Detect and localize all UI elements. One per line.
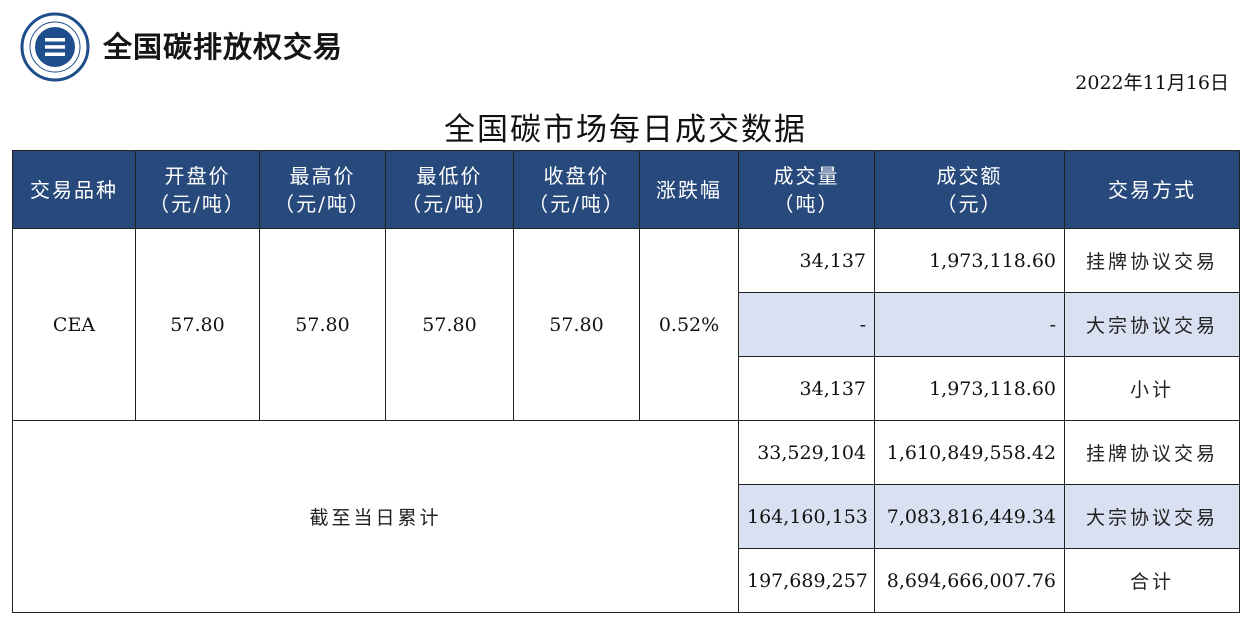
table-row: 34,137 1,973,118.60 小计 bbox=[13, 356, 1240, 421]
col-header-close: 收盘价 （元/吨） bbox=[513, 150, 640, 229]
brand-name: 全国碳排放权交易 bbox=[103, 30, 344, 64]
method-cell: 挂牌协议交易 bbox=[1064, 420, 1240, 485]
volume-cell: 164,160,153 bbox=[738, 484, 875, 549]
col-header-volume: 成交量 （吨） bbox=[738, 150, 875, 229]
page-title: 全国碳市场每日成交数据 bbox=[444, 112, 807, 148]
col-header-method: 交易方式 bbox=[1064, 150, 1240, 229]
method-cell: 挂牌协议交易 bbox=[1064, 228, 1240, 293]
amount-cell: 7,083,816,449.34 bbox=[874, 484, 1065, 549]
cumulative-label: 截至当日累计 bbox=[12, 420, 739, 613]
table-row: CEA 57.80 57.80 57.80 57.80 0.52% 34,137… bbox=[12, 228, 1240, 421]
col-header-amount: 成交额 （元） bbox=[874, 150, 1065, 229]
trading-data-table: 交易品种 开盘价 （元/吨） 最高价 （元/吨） 最低价 （元/吨） 收盘价 （元/吨）… bbox=[12, 150, 1240, 613]
col-header-open: 开盘价 （元/吨） bbox=[135, 150, 260, 229]
col-header-low: 最低价 （元/吨） bbox=[385, 150, 514, 229]
amount-cell: 1,610,849,558.42 bbox=[874, 420, 1065, 485]
table-row: 截至当日累计 33,529,104 1,610,849,558.42 挂牌协议交… bbox=[12, 420, 1240, 613]
report-date: 2022年11月16日 bbox=[1075, 72, 1229, 94]
volume-cell: 33,529,104 bbox=[738, 420, 875, 485]
method-cell: 小计 bbox=[1064, 356, 1240, 421]
volume-cell: 34,137 bbox=[738, 356, 875, 421]
table-header-row: 交易品种 开盘价 （元/吨） 最高价 （元/吨） 最低价 （元/吨） 收盘价 （元/吨）… bbox=[12, 150, 1240, 229]
change-cell: 0.52% bbox=[639, 228, 739, 421]
amount-cell: 1,973,118.60 bbox=[874, 356, 1065, 421]
col-header-high: 最高价 （元/吨） bbox=[259, 150, 386, 229]
method-cell: 大宗协议交易 bbox=[1064, 484, 1240, 549]
col-header-product: 交易品种 bbox=[12, 150, 136, 229]
low-price-cell: 57.80 bbox=[385, 228, 514, 421]
brand-logo-icon bbox=[20, 12, 90, 82]
volume-cell: - bbox=[738, 292, 875, 357]
table-row: 164,160,153 7,083,816,449.34 大宗协议交易 bbox=[13, 484, 1240, 549]
open-price-cell: 57.80 bbox=[135, 228, 260, 421]
volume-cell: 197,689,257 bbox=[738, 548, 875, 613]
table-row: 197,689,257 8,694,666,007.76 合计 bbox=[13, 548, 1240, 613]
amount-cell: 1,973,118.60 bbox=[874, 228, 1065, 293]
volume-cell: 34,137 bbox=[738, 228, 875, 293]
amount-cell: - bbox=[874, 292, 1065, 357]
table-row: - - 大宗协议交易 bbox=[13, 292, 1240, 357]
high-price-cell: 57.80 bbox=[259, 228, 386, 421]
close-price-cell: 57.80 bbox=[513, 228, 640, 421]
col-header-change: 涨跌幅 bbox=[639, 150, 739, 229]
method-cell: 合计 bbox=[1064, 548, 1240, 613]
product-cell: CEA bbox=[12, 228, 136, 421]
method-cell: 大宗协议交易 bbox=[1064, 292, 1240, 357]
amount-cell: 8,694,666,007.76 bbox=[874, 548, 1065, 613]
